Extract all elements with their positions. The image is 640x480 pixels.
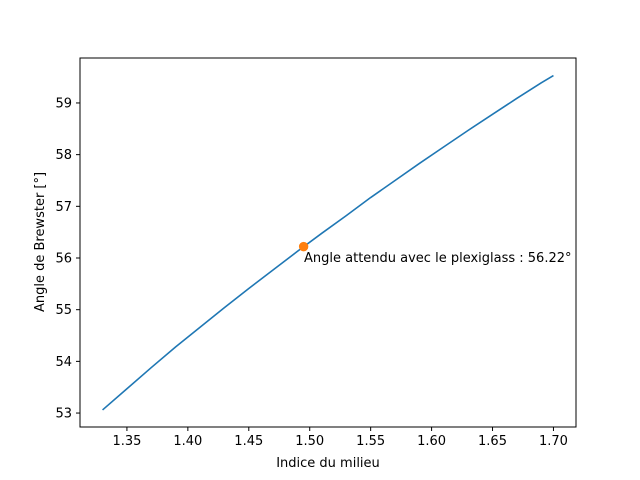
x-axis-ticks: 1.35 1.40 1.45 1.50 1.55 1.60 1.65 1.70 [112, 427, 568, 449]
y-tick-label: 58 [55, 148, 72, 163]
x-axis-label: Indice du milieu [276, 456, 380, 471]
y-tick-label: 55 [55, 303, 72, 318]
annotation-text: Angle attendu avec le plexiglass : 56.22… [304, 251, 572, 266]
x-tick-label: 1.50 [295, 434, 324, 449]
x-tick-label: 1.35 [112, 434, 141, 449]
x-tick-label: 1.45 [234, 434, 263, 449]
x-tick-label: 1.65 [478, 434, 507, 449]
series-line [102, 74, 554, 411]
x-tick-label: 1.60 [417, 434, 446, 449]
x-tick-label: 1.70 [539, 434, 568, 449]
y-tick-label: 54 [55, 355, 72, 370]
y-axis-ticks: 53 54 55 56 57 58 59 [55, 96, 80, 422]
y-tick-label: 59 [55, 96, 72, 111]
plexiglass-point-marker [298, 241, 309, 252]
x-tick-label: 1.55 [356, 434, 385, 449]
y-tick-label: 56 [55, 252, 72, 267]
y-tick-label: 53 [55, 407, 72, 422]
plot-frame [79, 57, 577, 428]
series-layer [102, 74, 554, 411]
x-tick-label: 1.40 [173, 434, 202, 449]
y-axis-label: Angle de Brewster [°] [33, 172, 48, 312]
y-tick-label: 57 [55, 200, 72, 215]
